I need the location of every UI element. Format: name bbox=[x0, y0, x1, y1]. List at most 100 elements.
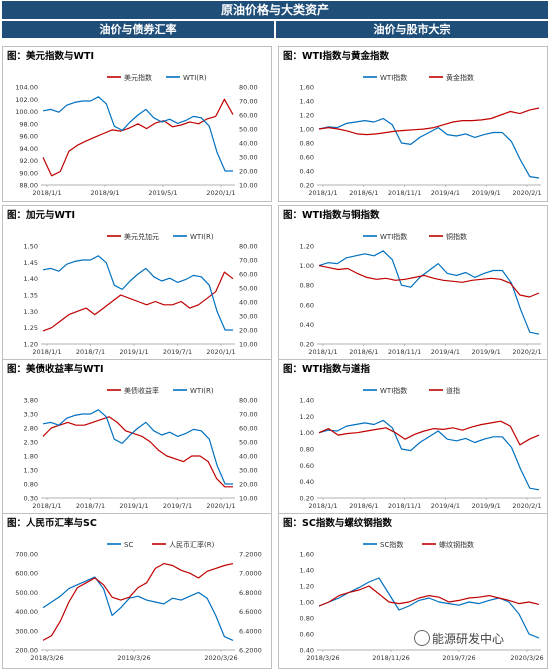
y2-tick-label: 70.00 bbox=[239, 411, 258, 419]
y-tick-label: 1.45 bbox=[24, 259, 38, 267]
x-tick-label: 2019/5/1 bbox=[148, 189, 177, 197]
x-tick-label: 2018/1/1 bbox=[32, 502, 61, 510]
y-tick-label: 0.40 bbox=[300, 321, 314, 329]
y2-tick-label: 10.00 bbox=[239, 495, 258, 503]
y-tick-label: 98.00 bbox=[19, 120, 38, 128]
y-tick-label: 1.20 bbox=[300, 243, 314, 251]
y2-tick-label: 50.00 bbox=[239, 439, 258, 447]
chart-ust-wti: 美债收益率 WTI(R) 3.80 3.30 2.80 2.30 1.80 1.30 0.80 0… bbox=[24, 386, 258, 510]
x-tick-label: 2018/6/1 bbox=[349, 502, 378, 510]
x-tick-label: 2019/7/26 bbox=[442, 654, 475, 662]
legend: WTI指数 黄金指数 bbox=[363, 73, 474, 82]
y-tick-label: 0.60 bbox=[300, 462, 314, 470]
series-line bbox=[42, 96, 233, 172]
legend: SC指数 螺纹钢指数 bbox=[363, 540, 474, 549]
x-tick-label: 2018/1/1 bbox=[32, 348, 61, 356]
series-line bbox=[318, 419, 540, 491]
y-tick-label: 1.35 bbox=[24, 292, 38, 300]
y2-tick-label: 80.00 bbox=[239, 243, 258, 251]
chart-panel-usd-wti: 图：美元指数与WTI 美元指数 WTI(R) 104.00 102.00 100.00 9… bbox=[2, 46, 272, 202]
legend-label: 螺纹钢指数 bbox=[439, 540, 474, 549]
x-tick-label: 2020/2/1 bbox=[512, 348, 541, 356]
chart-panel-cad-wti: 图：加元与WTI 美元兑加元 WTI(R) 1.50 1.45 1.40 1.35 1.30… bbox=[2, 205, 272, 361]
x-tick-label: 2019/7/1 bbox=[163, 348, 192, 356]
y-tick-label: 1.20 bbox=[300, 112, 314, 120]
legend-label: WTI(R) bbox=[183, 74, 207, 82]
series-line bbox=[42, 271, 234, 332]
y-tick-label: 100.00 bbox=[15, 108, 38, 116]
chart-cny-sc: SC 人民币汇率(R) 700.00 600.00 500.00 400.00 300.00… bbox=[15, 540, 262, 662]
y2-tick-label: 6.8000 bbox=[239, 589, 262, 597]
y-tick-label: 0.80 bbox=[300, 282, 314, 290]
y-tick-label: 3.30 bbox=[24, 411, 38, 419]
y2-tick-label: 60.00 bbox=[239, 271, 258, 279]
chart-wti-copper: WTI指数 铜指数 1.20 1.00 0.80 0.60 0.40 0.202018/1/1… bbox=[300, 232, 542, 356]
x-tick-label: 2018/1/1 bbox=[308, 348, 337, 356]
x-tick-label: 2020/3/26 bbox=[510, 654, 543, 662]
y2-tick-label: 70.00 bbox=[239, 257, 258, 265]
y2-tick-label: 60.00 bbox=[239, 425, 258, 433]
y-tick-label: 1.60 bbox=[300, 551, 314, 559]
y-tick-label: 3.80 bbox=[24, 397, 38, 405]
chart-title: 图：美元指数与WTI bbox=[7, 51, 94, 62]
x-tick-label: 2019/9/1 bbox=[472, 348, 501, 356]
y-tick-label: 1.00 bbox=[300, 429, 314, 437]
y-tick-label: 96.00 bbox=[19, 133, 38, 141]
y2-tick-label: 40.00 bbox=[239, 140, 258, 148]
series-line bbox=[318, 250, 540, 335]
y-tick-label: 1.50 bbox=[24, 243, 38, 251]
x-tick-label: 2019/1/1 bbox=[119, 502, 148, 510]
y2-tick-label: 30.00 bbox=[239, 154, 258, 162]
x-tick-label: 2019/4/1 bbox=[431, 348, 460, 356]
y-tick-label: 0.30 bbox=[24, 495, 38, 503]
legend: 美元兑加元 WTI(R) bbox=[107, 232, 214, 241]
series-line bbox=[318, 585, 540, 607]
x-tick-label: 2019/4/1 bbox=[431, 189, 460, 197]
y2-tick-label: 10.00 bbox=[239, 341, 258, 349]
y-tick-label: 1.00 bbox=[300, 262, 314, 270]
legend-label: 人民币汇率(R) bbox=[169, 540, 215, 549]
x-tick-label: 2018/6/1 bbox=[349, 189, 378, 197]
y-tick-label: 1.30 bbox=[24, 467, 38, 475]
series-line bbox=[318, 265, 540, 298]
y-tick-label: 0.40 bbox=[300, 168, 314, 176]
chart-panel-cny-sc: 图：人民币汇率与SC SC 人民币汇率(R) 700.00 600.00 500.00 4… bbox=[2, 513, 272, 669]
y2-tick-label: 50.00 bbox=[239, 285, 258, 293]
y-tick-label: 0.60 bbox=[300, 631, 314, 639]
chart-title: 图：WTI指数与道指 bbox=[283, 364, 370, 375]
x-tick-label: 2018/6/1 bbox=[349, 348, 378, 356]
chart-title: 图：WTI指数与黄金指数 bbox=[283, 51, 389, 62]
legend-label: WTI指数 bbox=[380, 232, 407, 241]
legend-label: 道指 bbox=[446, 386, 460, 395]
y-tick-label: 200.00 bbox=[15, 647, 38, 655]
y2-tick-label: 6.4000 bbox=[239, 627, 262, 635]
chart-title: 图：加元与WTI bbox=[7, 210, 75, 221]
series-line bbox=[318, 117, 540, 179]
legend-label: WTI指数 bbox=[380, 386, 407, 395]
y2-tick-label: 6.2000 bbox=[239, 647, 262, 655]
y-tick-label: 92.00 bbox=[19, 157, 38, 165]
y-tick-label: 0.80 bbox=[300, 615, 314, 623]
y2-tick-label: 60.00 bbox=[239, 112, 258, 120]
chart-title: 图：人民币汇率与SC bbox=[7, 518, 97, 529]
y-tick-label: 0.80 bbox=[300, 446, 314, 454]
x-tick-label: 2018/9/1 bbox=[90, 189, 119, 197]
chart-title: 图：WTI指数与铜指数 bbox=[283, 210, 380, 221]
y2-tick-label: 40.00 bbox=[239, 299, 258, 307]
series-line bbox=[318, 420, 540, 446]
x-tick-label: 2018/7/1 bbox=[76, 348, 105, 356]
y-tick-label: 300.00 bbox=[15, 627, 38, 635]
x-tick-label: 2020/1/1 bbox=[206, 189, 235, 197]
x-tick-label: 2019/9/1 bbox=[472, 189, 501, 197]
y-tick-label: 90.00 bbox=[19, 169, 38, 177]
y-tick-label: 0.60 bbox=[300, 301, 314, 309]
legend-label: 美元兑加元 bbox=[124, 232, 159, 241]
series-line bbox=[42, 409, 233, 485]
watermark: 能源研发中心 bbox=[432, 632, 505, 646]
y-tick-label: 600.00 bbox=[15, 570, 38, 578]
chart-title: 图：SC指数与螺纹钢指数 bbox=[283, 518, 392, 529]
x-tick-label: 2018/11/1 bbox=[388, 502, 421, 510]
legend-label: WTI(R) bbox=[190, 233, 214, 241]
x-tick-label: 2019/1/1 bbox=[119, 348, 148, 356]
